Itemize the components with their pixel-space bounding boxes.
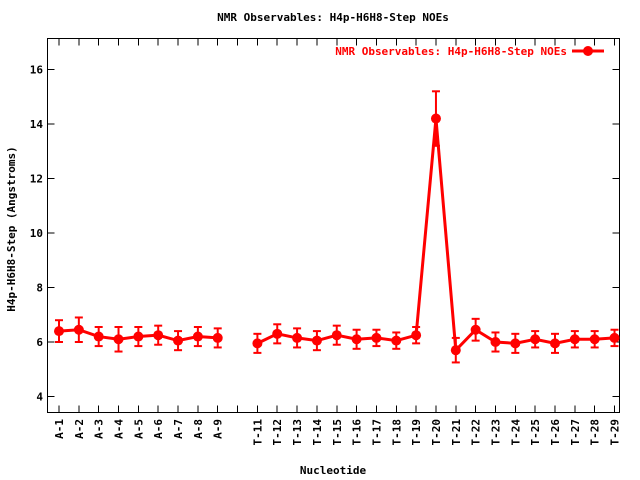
x-tick-label: T-11 [251, 419, 264, 446]
y-tick-label: 10 [30, 227, 43, 240]
data-point [311, 335, 322, 346]
data-point [490, 337, 501, 347]
y-tick-label: 4 [36, 391, 43, 404]
x-tick-label: T-26 [549, 419, 562, 446]
x-tick-label: A-9 [212, 419, 225, 439]
x-tick-label: A-4 [113, 419, 126, 439]
x-tick-label: T-27 [569, 419, 582, 446]
x-tick-label: A-7 [172, 419, 185, 439]
legend-line-sample [572, 46, 604, 56]
legend-label: NMR Observables: H4p-H6H8-Step NOEs [335, 45, 567, 58]
data-point [371, 332, 382, 343]
data-point [450, 345, 461, 356]
y-tick-label: 16 [30, 64, 44, 77]
y-tick-label: 12 [30, 173, 43, 186]
data-point [351, 334, 362, 345]
data-point [550, 338, 560, 349]
y-tick-label: 8 [36, 282, 43, 295]
x-tick-label: A-3 [93, 419, 106, 439]
y-tick-label: 14 [30, 118, 44, 131]
x-axis-label: Nucleotide [300, 464, 367, 477]
data-point [153, 330, 164, 341]
x-tick-label: T-29 [609, 419, 622, 446]
x-tick-label: A-8 [192, 419, 205, 439]
x-tick-label: T-24 [509, 419, 522, 446]
x-tick-label: T-12 [271, 419, 284, 446]
data-point [54, 326, 64, 337]
x-tick-label: T-16 [351, 419, 364, 446]
x-tick-label: A-2 [73, 419, 86, 439]
x-tick-label: T-21 [450, 419, 463, 446]
data-point [430, 113, 441, 124]
data-point [113, 334, 124, 345]
x-tick-label: T-14 [311, 419, 324, 446]
x-tick-label: T-23 [489, 419, 502, 446]
x-tick-label: T-18 [390, 419, 403, 446]
data-point [252, 338, 263, 349]
x-tick-label: T-22 [470, 419, 483, 446]
data-point [212, 332, 223, 343]
series-line [256, 118, 615, 354]
data-series [54, 90, 620, 364]
legend-marker [583, 46, 593, 56]
data-point [411, 330, 422, 341]
data-point [93, 331, 104, 342]
x-tick-label: A-6 [152, 419, 165, 439]
data-point [530, 334, 541, 345]
x-tick-label: A-1 [53, 419, 66, 439]
data-point [470, 324, 481, 335]
plot-border [47, 38, 620, 413]
data-point [609, 332, 620, 343]
x-tick-label: A-5 [132, 419, 145, 439]
data-point [73, 324, 84, 335]
x-tick-label: T-15 [331, 419, 344, 446]
data-point [331, 330, 342, 341]
data-point [589, 334, 600, 345]
y-tick-label: 6 [36, 336, 43, 349]
plot-frame: 4 6 8 10 12 14 16 A-1 A-2 A-3 A-4 A-5 A-6 A-7 A-8 A-9 T-… [30, 38, 622, 446]
y-axis-label: H4p-H6H8-Step (Angstroms) [5, 146, 18, 312]
data-point [569, 334, 580, 345]
data-point [391, 335, 402, 346]
x-tick-label: T-28 [589, 419, 602, 446]
data-point [292, 332, 303, 343]
data-point [173, 335, 184, 346]
x-tick-label: T-17 [370, 419, 383, 446]
x-tick-label: T-19 [410, 419, 423, 446]
x-tick-label: T-25 [529, 419, 542, 446]
data-point [192, 331, 203, 342]
chart-title: NMR Observables: H4p-H6H8-Step NOEs [217, 11, 449, 24]
data-point [133, 331, 144, 342]
data-point [510, 338, 521, 349]
data-point [272, 328, 283, 339]
x-tick-label: T-20 [430, 419, 443, 446]
x-tick-label: T-13 [291, 419, 304, 446]
